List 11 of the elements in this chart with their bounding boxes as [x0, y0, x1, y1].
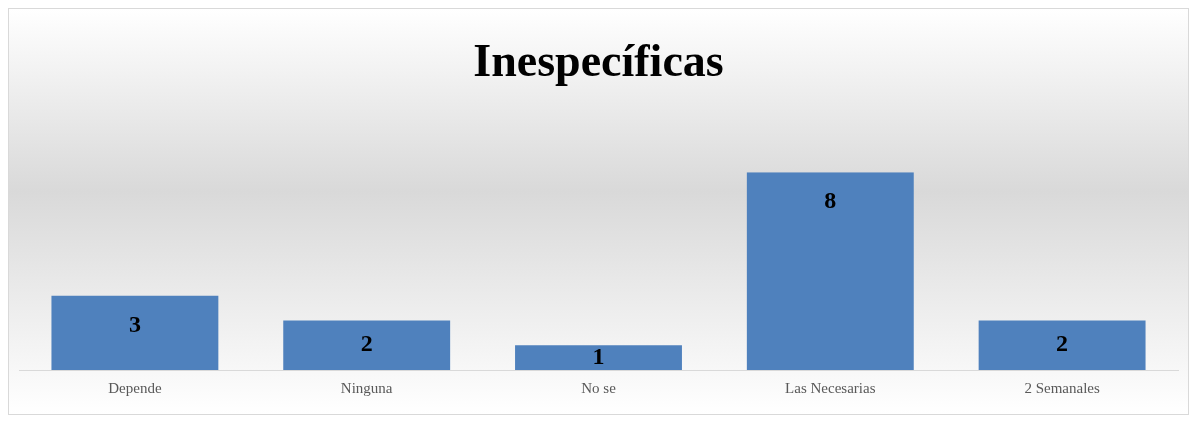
- data-label: 2: [360, 330, 373, 357]
- x-tick-label: Ninguna: [340, 379, 393, 396]
- data-label: 2: [1056, 330, 1069, 357]
- x-tick-label: No se: [581, 379, 617, 396]
- data-label: 3: [128, 311, 141, 338]
- data-label: 8: [824, 187, 837, 214]
- x-tick-label: Depende: [108, 379, 162, 396]
- x-tick-label: 2 Semanales: [1024, 379, 1100, 396]
- x-tick-label: Las Necesarias: [785, 379, 876, 396]
- chart-title: Inespecíficas: [473, 35, 724, 87]
- data-label: 1: [592, 342, 605, 369]
